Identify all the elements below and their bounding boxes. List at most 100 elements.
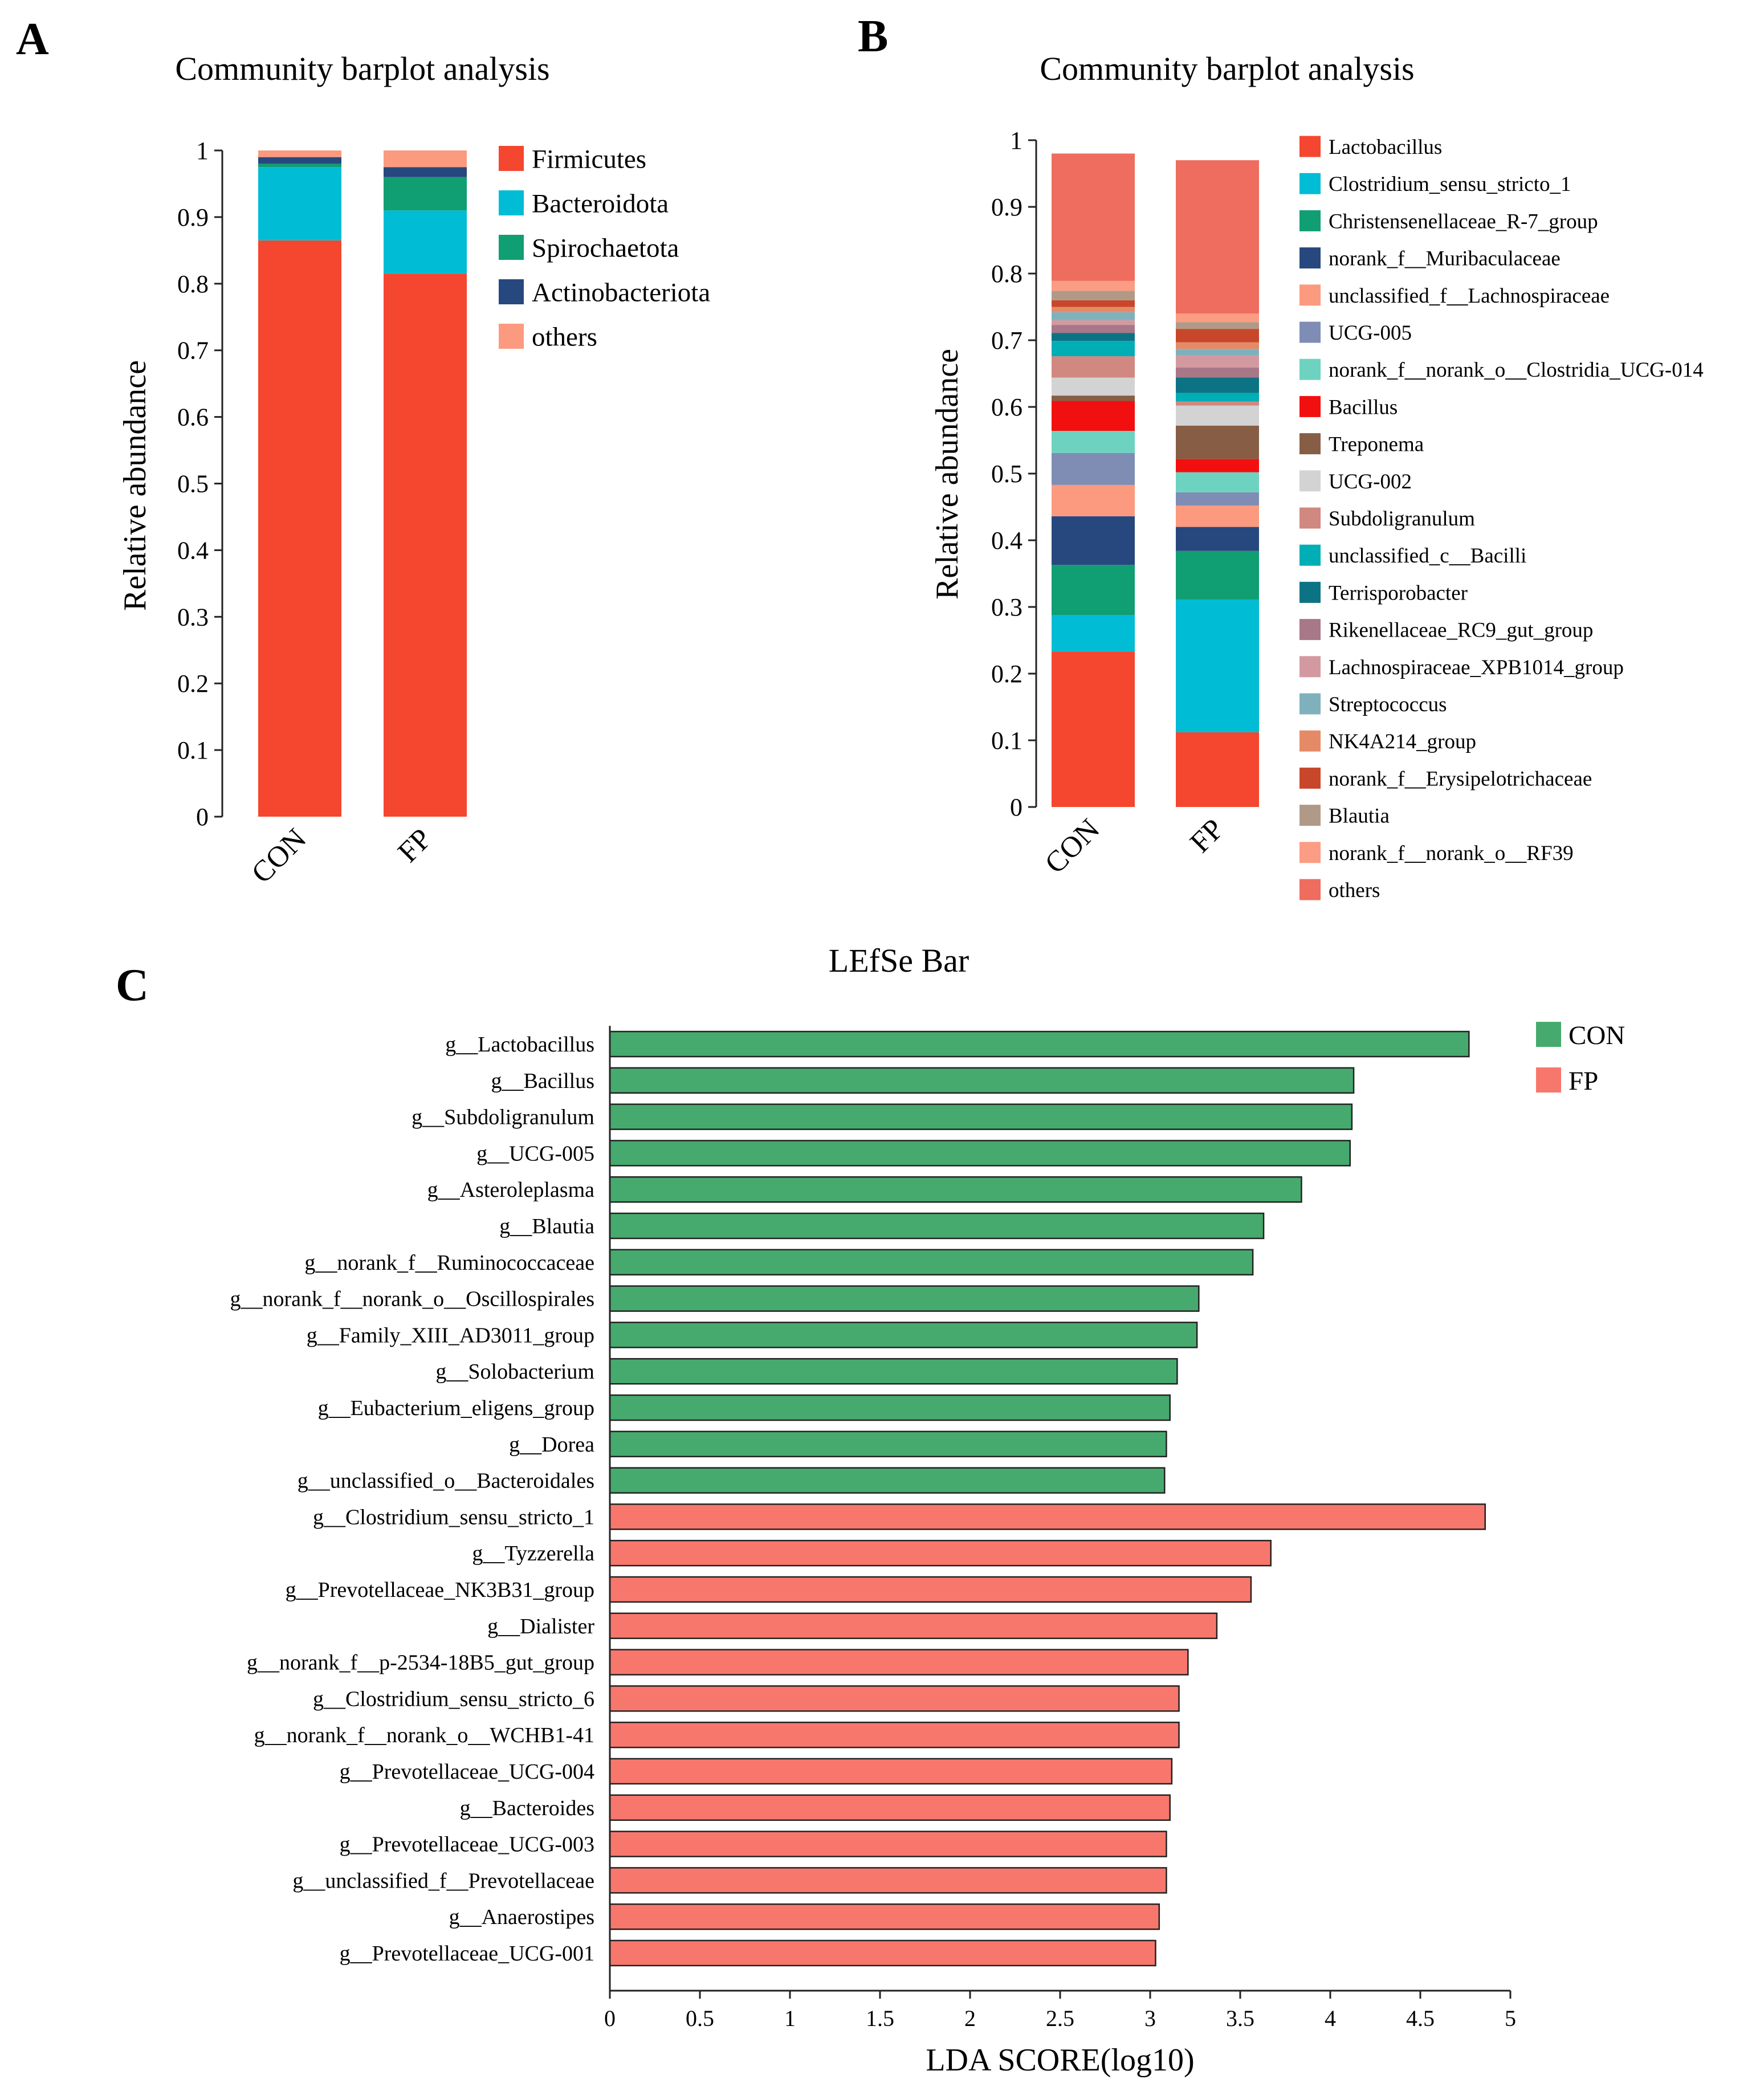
legend-swatch-ucg-005 <box>1299 321 1321 343</box>
lda-bar-g-prevotellaceae-nk3b31-group <box>609 1576 1252 1603</box>
bar-segment-fp-blautia <box>1176 322 1259 329</box>
lda-bar-g-unclassified-o-bacteroidales <box>609 1467 1166 1494</box>
bar-segment-fp-norank-f-erysipelotrichaceae <box>1176 329 1259 343</box>
lda-bar-g-bacillus <box>609 1067 1355 1094</box>
lda-label-g-clostridium-sensu-stricto-6: g__Clostridium_sensu_stricto_6 <box>313 1687 594 1711</box>
bar-segment-fp-unclassified-c-bacilli <box>1176 393 1259 402</box>
lda-label-g-lactobacillus: g__Lactobacillus <box>445 1033 594 1057</box>
legend-swatch-unclassified-c-bacilli <box>1299 544 1321 566</box>
lda-label-g-eubacterium-eligens-group: g__Eubacterium_eligens_group <box>318 1396 594 1420</box>
lda-bar-g-family-xiii-ad3011-group <box>609 1322 1198 1348</box>
lda-bar-g-clostridium-sensu-stricto-6 <box>609 1685 1180 1712</box>
lda-x-tick-label: 1 <box>784 2005 796 2031</box>
panel-letter-b: B <box>858 11 888 62</box>
legend-swatch-bacillus <box>1299 396 1321 417</box>
legend-swatch-clostridium-sensu-stricto-1 <box>1299 173 1321 194</box>
lda-label-g-solobacterium: g__Solobacterium <box>435 1360 594 1384</box>
lda-label-g-prevotellaceae-ucg-001: g__Prevotellaceae_UCG-001 <box>340 1942 594 1966</box>
legend-swatch-bacteroidota <box>499 190 524 215</box>
lda-bar-g-bacteroides <box>609 1794 1171 1821</box>
bar-segment-fp-bacillus <box>1176 459 1259 472</box>
legend-label-unclassified-f-lachnospiraceae: unclassified_f__Lachnospiraceae <box>1329 284 1610 308</box>
legend-swatch-streptococcus <box>1299 693 1321 715</box>
y-tick-label: 0 <box>196 803 209 831</box>
legend-label-clostridium-sensu-stricto-1: Clostridium_sensu_stricto_1 <box>1329 173 1571 196</box>
y-tick-label: 0.4 <box>177 536 209 564</box>
chart-a-title: Community barplot analysis <box>175 50 549 87</box>
y-tick-label: 0.1 <box>177 736 209 764</box>
legend-swatch-actinobacteriota <box>499 279 524 304</box>
lda-label-g-norank-f-ruminococcaceae: g__norank_f__Ruminococcaceae <box>304 1251 594 1275</box>
panel-a-stacked-bar-chart: Community barplot analysis Relative abun… <box>117 50 710 890</box>
legend-swatch-ucg-002 <box>1299 470 1321 492</box>
lda-label-g-prevotellaceae-nk3b31-group: g__Prevotellaceae_NK3B31_group <box>286 1578 594 1602</box>
lda-bar-g-prevotellaceae-ucg-004 <box>609 1758 1173 1785</box>
legend-label-others: others <box>532 322 597 352</box>
lda-bar-g-tyzzerella <box>609 1539 1272 1567</box>
bar-segment-con-rikenellaceae-rc9-gut-group <box>1052 325 1135 333</box>
lda-legend-label-fp: FP <box>1569 1066 1598 1096</box>
lda-bar-g-anaerostipes <box>609 1903 1160 1930</box>
bar-segment-fp-norank-f-norank-o-rf39 <box>1176 313 1259 323</box>
bar-segment-con-terrisporobacter <box>1052 333 1135 341</box>
lda-x-tick-label: 5 <box>1505 2005 1516 2031</box>
lda-label-g-norank-f-norank-o-wchb1-41: g__norank_f__norank_o__WCHB1-41 <box>254 1723 594 1747</box>
bar-segment-fp-terrisporobacter <box>1176 377 1259 393</box>
legend-label-lachnospiraceae-xpb1014-group: Lachnospiraceae_XPB1014_group <box>1329 656 1624 679</box>
x-category-label-con: CON <box>1039 813 1106 880</box>
y-tick-label: 0.2 <box>177 670 209 698</box>
bar-segment-con-blautia <box>1052 291 1135 300</box>
y-tick-label: 0 <box>1010 793 1022 821</box>
legend-swatch-rikenellaceae-rc9-gut-group <box>1299 619 1321 641</box>
bar-segment-con-streptococcus <box>1052 312 1135 320</box>
bar-segment-fp-bacteroidota <box>384 210 467 274</box>
lda-label-g-tyzzerella: g__Tyzzerella <box>472 1542 594 1566</box>
bar-segment-fp-streptococcus <box>1176 349 1259 356</box>
legend-swatch-lactobacillus <box>1299 136 1321 157</box>
bar-segment-con-norank-f-norank-o-rf39 <box>1052 280 1135 291</box>
chart-c-x-axis-label: LDA SCORE(log10) <box>926 2043 1194 2078</box>
legend-swatch-norank-f-norank-o-clostridia-ucg-014 <box>1299 358 1321 380</box>
legend-swatch-nk4a214-group <box>1299 730 1321 752</box>
legend-label-bacillus: Bacillus <box>1329 396 1398 419</box>
lda-bar-g-ucg-005 <box>609 1140 1351 1167</box>
panel-letter-a: A <box>16 14 49 64</box>
bar-segment-fp-unclassified-f-lachnospiraceae <box>1176 506 1259 527</box>
bar-segment-fp-lactobacillus <box>1176 732 1259 807</box>
lda-label-g-anaerostipes: g__Anaerostipes <box>449 1905 594 1929</box>
panel-letter-c: C <box>116 960 149 1010</box>
lda-legend-swatch-con <box>1536 1022 1561 1047</box>
y-tick-label: 0.8 <box>991 260 1022 288</box>
lda-bar-g-norank-f-p-2534-18b5-gut-group <box>609 1649 1189 1676</box>
y-tick-label: 1 <box>1010 127 1022 154</box>
bar-segment-con-christensenellaceae-r-7-group <box>1052 565 1135 615</box>
bar-segment-con-unclassified-f-lachnospiraceae <box>1052 484 1135 516</box>
bar-segment-con-norank-f-norank-o-clostridia-ucg-014 <box>1052 431 1135 453</box>
legend-label-streptococcus: Streptococcus <box>1329 693 1447 716</box>
lda-label-g-unclassified-f-prevotellaceae: g__unclassified_f__Prevotellaceae <box>292 1869 594 1893</box>
legend-label-lactobacillus: Lactobacillus <box>1329 136 1442 159</box>
y-tick-label: 0.1 <box>991 727 1022 755</box>
legend-label-rikenellaceae-rc9-gut-group: Rikenellaceae_RC9_gut_group <box>1329 619 1593 642</box>
bar-segment-fp-nk4a214-group <box>1176 342 1259 349</box>
y-tick-label: 0.3 <box>177 603 209 631</box>
lda-bar-g-prevotellaceae-ucg-003 <box>609 1831 1167 1857</box>
lda-bar-g-dorea <box>609 1430 1167 1458</box>
legend-swatch-christensenellaceae-r-7-group <box>1299 210 1321 231</box>
lda-x-tick-label: 2.5 <box>1046 2005 1074 2031</box>
y-tick-label: 0.6 <box>177 403 209 431</box>
bar-segment-fp-norank-f-norank-o-clostridia-ucg-014 <box>1176 472 1259 492</box>
bar-segment-con-spirochaetota <box>258 164 341 168</box>
y-tick-label: 0.7 <box>991 327 1022 354</box>
legend-label-unclassified-c-bacilli: unclassified_c__Bacilli <box>1329 544 1526 568</box>
legend-swatch-others <box>1299 879 1321 900</box>
bar-segment-con-treponema <box>1052 396 1135 401</box>
lda-label-g-prevotellaceae-ucg-004: g__Prevotellaceae_UCG-004 <box>340 1760 594 1784</box>
lda-bar-g-norank-f-norank-o-wchb1-41 <box>609 1721 1180 1748</box>
bar-segment-con-actinobacteriota <box>258 157 341 164</box>
lda-bar-g-asteroleplasma <box>609 1176 1302 1203</box>
bar-segment-fp-actinobacteriota <box>384 167 467 177</box>
legend-label-norank-f-norank-o-clostridia-ucg-014: norank_f__norank_o__Clostridia_UCG-014 <box>1329 358 1704 382</box>
lda-label-g-prevotellaceae-ucg-003: g__Prevotellaceae_UCG-003 <box>340 1833 594 1857</box>
panel-b-stacked-bar-chart: Community barplot analysis Relative abun… <box>930 50 1704 902</box>
